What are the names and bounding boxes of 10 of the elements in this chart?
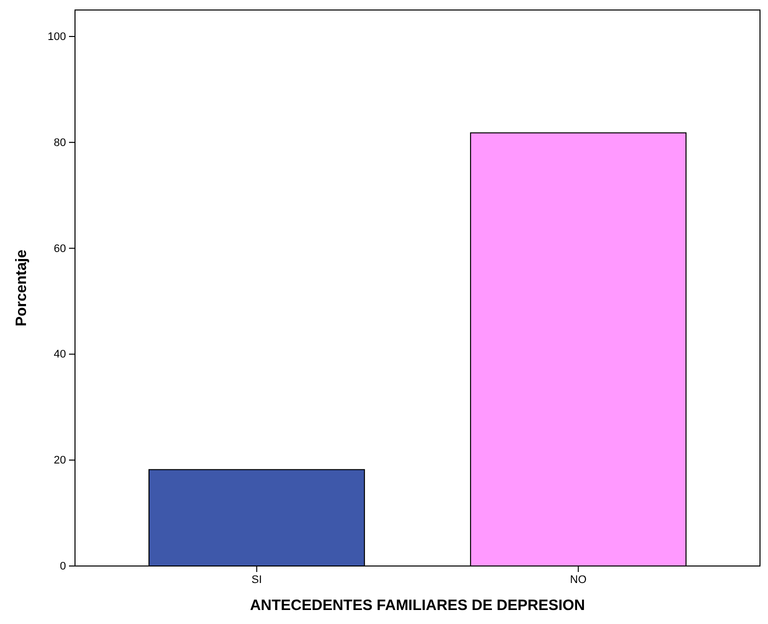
x-tick-label: NO	[570, 574, 587, 586]
y-tick-label: 100	[48, 30, 66, 43]
x-tick-label: SI	[252, 574, 262, 586]
y-tick-label: 60	[54, 242, 66, 255]
x-axis-title: ANTECEDENTES FAMILIARES DE DEPRESION	[250, 597, 586, 614]
y-tick-label: 0	[60, 560, 66, 573]
y-tick-label: 40	[54, 348, 66, 361]
y-axis-title: Porcentaje	[13, 250, 30, 326]
y-tick-label: 20	[54, 454, 66, 467]
y-tick-label: 80	[54, 136, 66, 149]
